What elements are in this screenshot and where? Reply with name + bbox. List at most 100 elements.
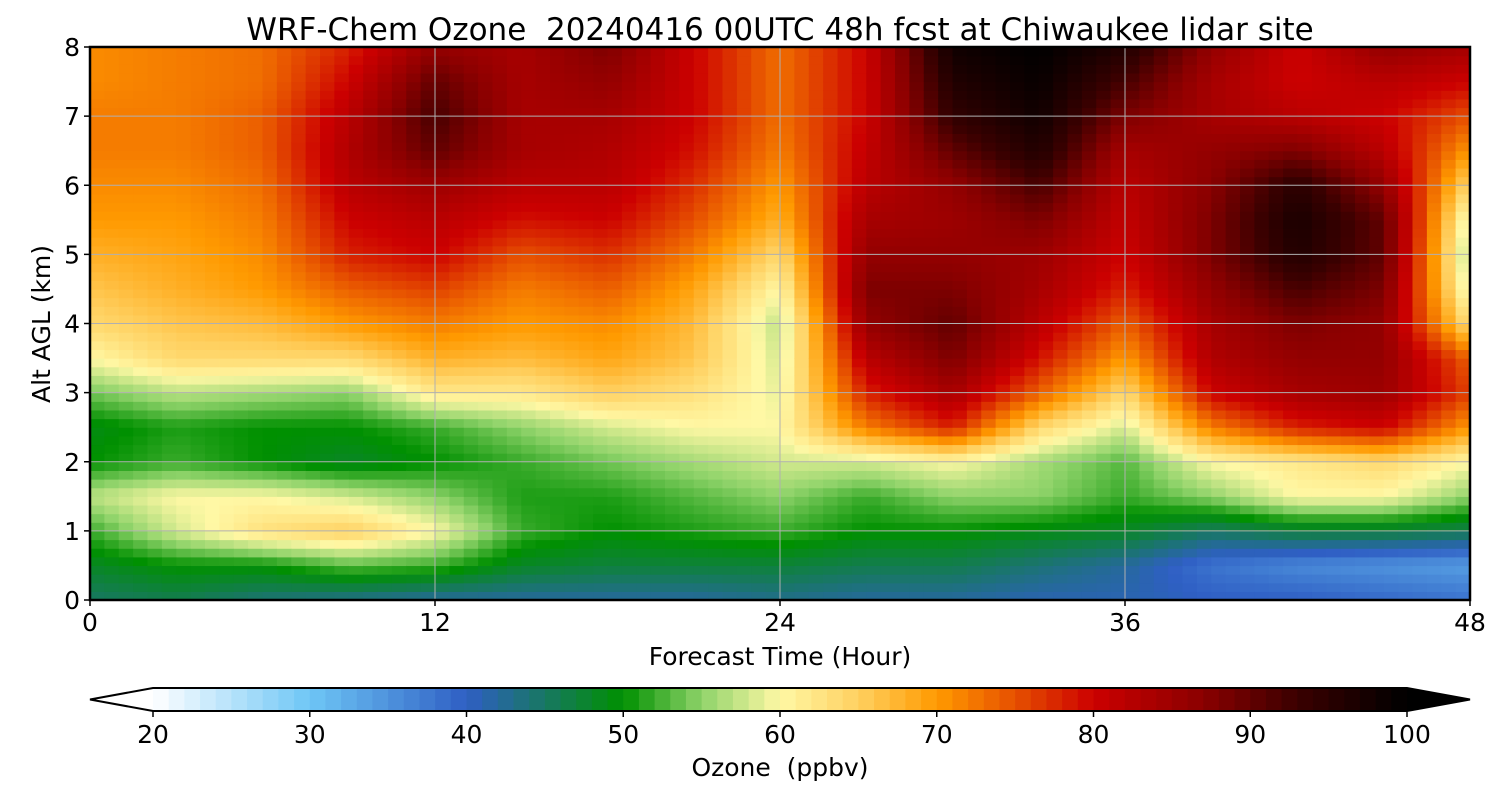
heatmap-cell [736, 167, 752, 178]
heatmap-cell [880, 245, 896, 255]
heatmap-cell [564, 565, 580, 575]
heatmap-cell [909, 383, 925, 394]
heatmap-cell [837, 582, 853, 592]
heatmap-cell [1081, 81, 1097, 91]
heatmap-cell [995, 392, 1011, 402]
heatmap-cell [665, 349, 680, 359]
heatmap-cell [1196, 176, 1212, 186]
heatmap-cell [952, 496, 968, 506]
heatmap-cell [1024, 98, 1040, 109]
heatmap-cell [765, 487, 781, 497]
heatmap-cell [550, 591, 565, 600]
heatmap-cell [492, 90, 508, 100]
heatmap-cell [765, 435, 781, 446]
heatmap-cell [794, 55, 810, 65]
heatmap-cell [492, 548, 508, 558]
heatmap-cell [765, 98, 781, 109]
heatmap-cell [765, 314, 781, 325]
heatmap-cell [1038, 513, 1054, 523]
heatmap-cell [1067, 358, 1083, 368]
heatmap-cell [780, 323, 795, 333]
heatmap-cell [1153, 219, 1169, 230]
heatmap-cell [1096, 513, 1112, 523]
heatmap-cell [1168, 81, 1184, 91]
heatmap-cell [851, 401, 867, 411]
heatmap-cell [736, 159, 752, 169]
heatmap-cell [550, 556, 565, 567]
heatmap-cell [837, 124, 853, 135]
heatmap-cell [880, 124, 896, 135]
heatmap-cell [794, 142, 810, 152]
heatmap-cell [593, 254, 609, 264]
heatmap-cell [377, 167, 393, 178]
heatmap-cell [1110, 271, 1126, 281]
heatmap-cell [1125, 176, 1140, 186]
heatmap-cell [708, 263, 724, 273]
heatmap-cell [1168, 98, 1184, 109]
heatmap-cell [176, 237, 192, 247]
heatmap-cell [578, 116, 594, 126]
heatmap-cell [708, 254, 724, 264]
heatmap-cell [751, 496, 767, 506]
heatmap-cell [535, 375, 551, 385]
heatmap-cell [262, 254, 278, 264]
heatmap-cells [90, 47, 1470, 600]
heatmap-cell [736, 47, 752, 57]
heatmap-cell [205, 332, 220, 342]
heatmap-cell [823, 565, 839, 575]
heatmap-cell [1038, 72, 1054, 83]
heatmap-cell [219, 219, 235, 230]
heatmap-cell [1125, 185, 1140, 195]
heatmap-cell [966, 383, 982, 394]
heatmap-cell [564, 193, 580, 204]
heatmap-cell [966, 340, 982, 351]
heatmap-cell [521, 133, 537, 143]
heatmap-cell [233, 202, 249, 212]
heatmap-cell [665, 461, 680, 471]
heatmap-cell [334, 504, 350, 515]
heatmap-cell [133, 176, 149, 186]
heatmap-cell [276, 470, 292, 480]
heatmap-cell [751, 98, 767, 109]
heatmap-cell [521, 392, 537, 402]
heatmap-cell [90, 280, 105, 290]
heatmap-cell [722, 306, 738, 316]
heatmap-cell [837, 453, 853, 463]
heatmap-cell [794, 591, 810, 600]
heatmap-cell [118, 522, 134, 532]
heatmap-cell [133, 288, 149, 299]
heatmap-cell [895, 358, 910, 368]
heatmap-cell [895, 280, 910, 290]
heatmap-cell [176, 193, 192, 204]
heatmap-cell [823, 504, 839, 515]
heatmap-cell [406, 271, 422, 281]
heatmap-cell [621, 565, 637, 575]
heatmap-cell [133, 487, 149, 497]
heatmap-cell [1067, 479, 1083, 489]
heatmap-cell [909, 47, 925, 57]
heatmap-cell [1067, 444, 1083, 454]
heatmap-cell [938, 237, 954, 247]
heatmap-cell [147, 237, 163, 247]
heatmap-cell [449, 219, 465, 230]
heatmap-cell [1096, 185, 1112, 195]
heatmap-cell [1038, 504, 1054, 515]
heatmap-cell [348, 237, 364, 247]
heatmap-cell [923, 193, 939, 204]
heatmap-cell [607, 427, 623, 437]
heatmap-cell [90, 556, 105, 567]
heatmap-cell [1196, 124, 1212, 135]
heatmap-cell [205, 167, 220, 178]
heatmap-cell [348, 340, 364, 351]
heatmap-cell [1125, 383, 1140, 394]
heatmap-cell [190, 582, 206, 592]
heatmap-cell [621, 366, 637, 376]
heatmap-cell [621, 444, 637, 454]
heatmap-cell [435, 193, 450, 204]
heatmap-cell [693, 202, 709, 212]
heatmap-cell [550, 297, 565, 307]
heatmap-cell [923, 401, 939, 411]
heatmap-cell [1182, 444, 1198, 454]
heatmap-cell [463, 444, 479, 454]
heatmap-cell [334, 107, 350, 117]
